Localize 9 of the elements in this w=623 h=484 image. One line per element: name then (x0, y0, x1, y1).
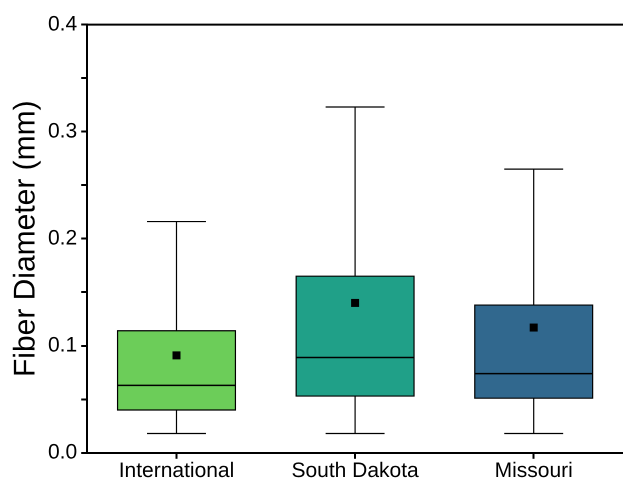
y-tick-label: 0.4 (48, 12, 78, 36)
x-tick-label: Missouri (494, 459, 573, 482)
y-tick-label: 0.2 (48, 226, 78, 250)
y-tick-label: 0.0 (48, 440, 78, 464)
x-tick-label: South Dakota (291, 459, 420, 482)
y-axis-title: Fiber Diameter (mm) (8, 100, 42, 378)
x-tick-label: International (118, 459, 234, 482)
y-tick-label: 0.3 (48, 119, 78, 142)
y-tick-label: 0.1 (48, 334, 78, 357)
